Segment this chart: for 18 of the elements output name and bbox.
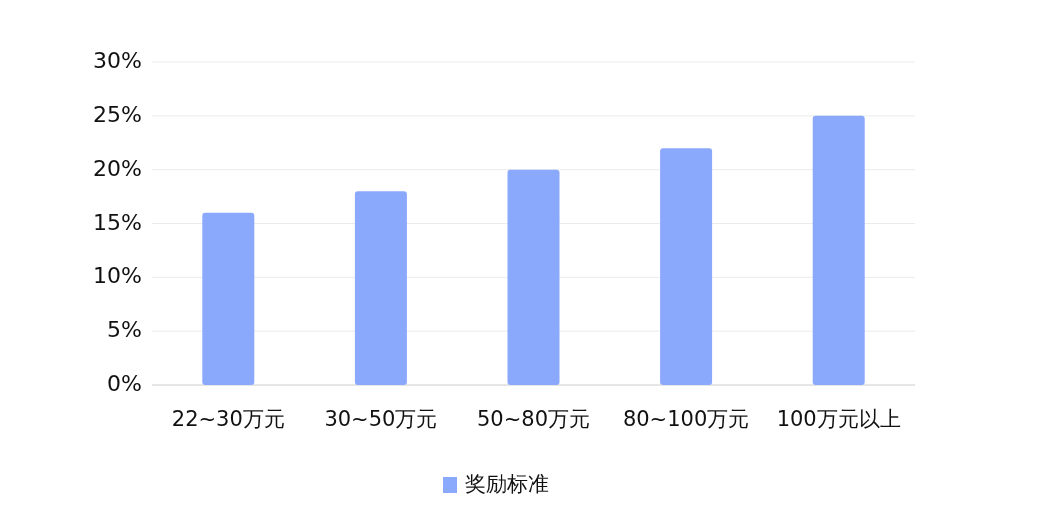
y-tick-label: 30% [93,48,142,73]
y-tick-label: 10% [93,263,142,289]
x-tick-label: 22~30万元 [171,407,285,431]
x-tick-label: 30~50万元 [324,407,438,431]
bar [354,191,407,385]
legend-label: 奖励标准 [465,472,549,496]
x-tick-label: 100万元以上 [776,407,901,431]
y-tick-label: 15% [93,209,142,235]
y-tick-label: 0% [107,371,142,396]
y-tick-label: 25% [93,101,142,127]
bar [812,115,865,385]
y-tick-label: 20% [93,155,142,181]
x-tick-label: 80~100万元 [622,407,750,431]
x-tick-label: 50~80万元 [476,407,591,431]
bar [202,212,255,385]
bar [507,169,560,385]
bar [660,148,713,385]
y-tick-label: 5% [107,317,142,343]
